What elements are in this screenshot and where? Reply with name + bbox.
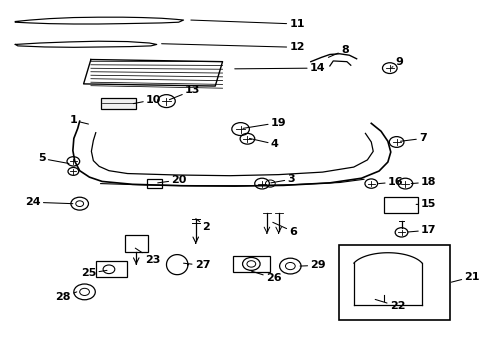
Text: 16: 16 bbox=[378, 177, 403, 187]
Text: 13: 13 bbox=[169, 85, 200, 100]
Bar bbox=[338, 245, 449, 320]
Text: 20: 20 bbox=[158, 175, 186, 185]
Text: 27: 27 bbox=[183, 260, 210, 270]
Text: 24: 24 bbox=[25, 197, 73, 207]
Text: 17: 17 bbox=[407, 225, 436, 235]
Text: 8: 8 bbox=[328, 45, 348, 57]
Text: 10: 10 bbox=[133, 95, 161, 105]
Bar bbox=[124, 234, 148, 252]
Text: 3: 3 bbox=[270, 174, 294, 184]
Text: 19: 19 bbox=[243, 118, 286, 129]
FancyBboxPatch shape bbox=[96, 261, 127, 277]
FancyBboxPatch shape bbox=[384, 197, 417, 213]
Text: 12: 12 bbox=[161, 42, 304, 52]
Text: 11: 11 bbox=[190, 19, 304, 29]
Text: 29: 29 bbox=[300, 260, 325, 270]
Text: 18: 18 bbox=[410, 177, 436, 187]
Text: 5: 5 bbox=[38, 153, 69, 163]
Text: 22: 22 bbox=[374, 300, 405, 311]
Text: 4: 4 bbox=[249, 138, 278, 149]
Text: 15: 15 bbox=[415, 199, 435, 210]
Text: 9: 9 bbox=[391, 57, 403, 67]
Bar bbox=[147, 179, 161, 188]
Text: 6: 6 bbox=[272, 222, 297, 237]
Bar bbox=[232, 256, 269, 272]
Text: 25: 25 bbox=[81, 268, 107, 278]
Text: 28: 28 bbox=[55, 292, 77, 302]
FancyBboxPatch shape bbox=[101, 98, 136, 109]
Text: 1: 1 bbox=[70, 116, 88, 126]
Text: 26: 26 bbox=[251, 271, 281, 283]
Text: 14: 14 bbox=[234, 63, 325, 73]
Text: 21: 21 bbox=[450, 272, 479, 282]
Text: 23: 23 bbox=[135, 248, 160, 265]
Text: 7: 7 bbox=[400, 134, 426, 143]
Text: 2: 2 bbox=[195, 219, 210, 231]
